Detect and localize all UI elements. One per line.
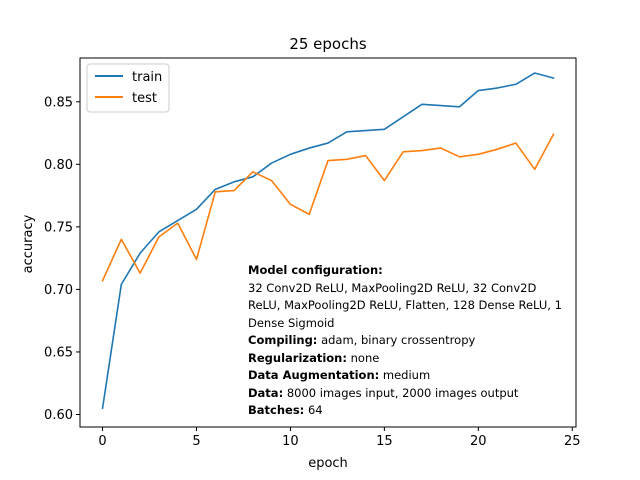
annotation-model-heading: Model configuration: — [248, 262, 578, 280]
legend: train test — [86, 63, 170, 113]
annotation-model-line1: 32 Conv2D ReLU, MaxPooling2D ReLU, 32 Co… — [248, 280, 537, 295]
annotation-regularization-value: none — [350, 350, 380, 365]
y-tick-label: 0.85 — [44, 95, 73, 110]
annotation-batches: Batches: 64 — [248, 402, 578, 420]
series-layer — [101, 72, 555, 410]
annotation-batches-value: 64 — [307, 403, 323, 417]
x-tick-label: 5 — [192, 434, 200, 449]
annotation-model-label: Model configuration: — [248, 263, 383, 277]
y-tick-label: 0.75 — [44, 220, 73, 235]
annotation-compiling: Compiling: adam, binary crossentropy — [248, 332, 578, 350]
annotation-compiling-value: adam, binary crossentropy — [321, 333, 476, 347]
annotation-regularization-label: Regularization: — [248, 350, 347, 365]
plot-frame — [79, 57, 577, 428]
ticks-layer: 0 5 10 15 20 25 0.60 0.65 0.70 0.75 0.80 0.85 — [44, 95, 580, 449]
chart-title: 25 epochs — [289, 35, 367, 53]
legend-label-test: test — [132, 91, 157, 106]
annotation-model-line2: ReLU, MaxPooling2D ReLU, Flatten, 128 De… — [248, 298, 562, 312]
annotation-batches-label: Batches: — [248, 403, 305, 417]
annotation-data: Data: 8000 images input, 2000 images out… — [248, 385, 578, 403]
series-line-test — [101, 133, 555, 282]
x-tick-label: 25 — [564, 434, 581, 449]
axes-layer — [79, 57, 577, 428]
config-annotation: Model configuration: 32 Conv2D ReLU, Max… — [248, 262, 578, 420]
y-tick-label: 0.60 — [44, 408, 73, 423]
annotation-data-value: 8000 images input, 2000 images output — [286, 385, 519, 400]
y-tick-label: 0.65 — [44, 345, 73, 360]
y-tick-label: 0.80 — [44, 158, 73, 173]
annotation-augmentation: Data Augmentation: medium — [248, 367, 578, 385]
y-tick-label: 0.70 — [44, 283, 73, 298]
y-axis-label: accuracy — [21, 214, 36, 273]
annotation-model-line3: Dense Sigmoid — [248, 315, 335, 330]
annotation-data-label: Data: — [248, 385, 284, 400]
x-tick-label: 15 — [376, 434, 393, 449]
x-tick-label: 10 — [282, 434, 299, 449]
annotation-augmentation-label: Data Augmentation: — [248, 368, 380, 382]
x-axis-label: epoch — [308, 456, 348, 471]
annotation-regularization: Regularization: none — [248, 350, 578, 368]
annotation-compiling-label: Compiling: — [248, 333, 318, 347]
legend-label-train: train — [132, 70, 162, 85]
x-tick-label: 0 — [98, 434, 106, 449]
x-tick-label: 20 — [470, 434, 487, 449]
annotation-augmentation-value: medium — [382, 368, 431, 382]
